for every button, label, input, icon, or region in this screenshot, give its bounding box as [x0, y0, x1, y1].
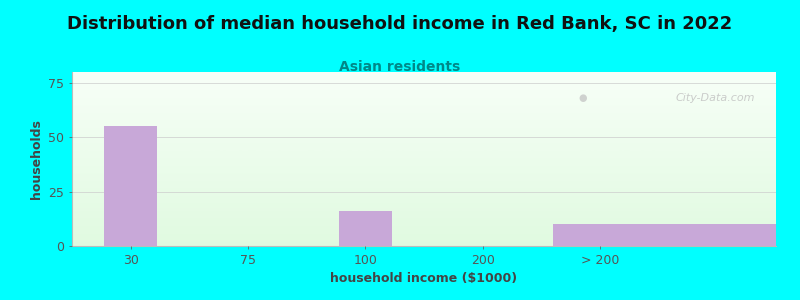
X-axis label: household income ($1000): household income ($1000)	[330, 272, 518, 285]
Bar	[339, 211, 392, 246]
Text: Distribution of median household income in Red Bank, SC in 2022: Distribution of median household income …	[67, 15, 733, 33]
Text: Asian residents: Asian residents	[339, 60, 461, 74]
Bar	[553, 224, 776, 246]
Bar	[104, 126, 157, 246]
Text: City-Data.com: City-Data.com	[675, 93, 755, 103]
Y-axis label: households: households	[30, 119, 43, 199]
Text: ●: ●	[579, 93, 587, 103]
